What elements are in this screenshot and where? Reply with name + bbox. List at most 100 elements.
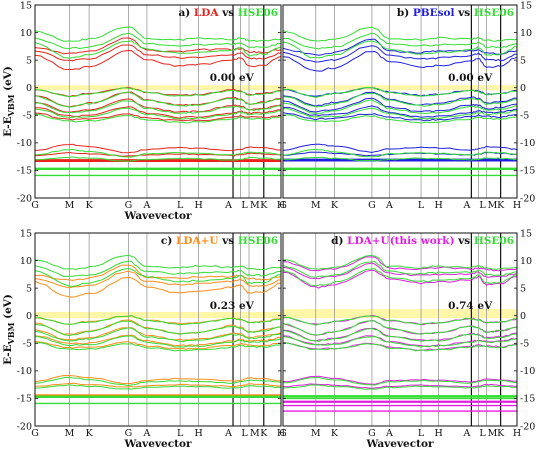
panel-title: c) LDA+U vs HSE06 [161,235,278,247]
valence-band [283,107,517,120]
valence-band [35,106,281,119]
conduction-band [283,262,517,280]
valence-band [283,87,517,98]
panel-title: d) LDA+U(this work) vs HSE06 [331,235,514,247]
valence-band [283,315,517,326]
y-tick-label: 10 [20,256,32,267]
k-point-label: H [277,200,285,211]
k-point-label: A [224,200,232,211]
k-point-label: A [385,428,393,439]
y-tick-label: 15 [20,228,32,239]
y-axis-label: E-EVBM (eV) [2,66,16,137]
k-point-label: L [241,428,248,439]
k-point-label: M [250,428,260,439]
valence-band [283,327,517,343]
conduction-band [35,37,281,55]
k-point-label: A [462,428,470,439]
band-gap-highlight [35,85,281,91]
k-point-label: L [479,200,486,211]
k-point-label: L [177,200,184,211]
k-point-label: H [513,200,521,211]
y-tick-label: 5 [26,283,32,294]
semicore-band [283,375,517,385]
k-point-label: H [513,428,521,439]
conduction-band [283,26,517,43]
series-hse06 [283,254,517,400]
k-point-label: G [31,428,39,439]
y-tick-label: 5 [520,283,526,294]
y-tick-label: 5 [26,55,32,66]
k-point-label: L [479,428,486,439]
k-point-label: G [279,200,287,211]
k-point-label: A [142,428,150,439]
k-point-label: H [194,200,202,211]
conduction-band [35,276,281,298]
valence-band [35,112,281,122]
k-point-label: M [311,200,321,211]
conduction-band [283,40,517,59]
semicore-band [283,148,517,158]
k-point-label: K [331,428,339,439]
panel-title: b) PBEsol vs HSE06 [397,7,514,19]
k-point-label: K [260,200,268,211]
x-axis-label: Wavevector [123,210,191,222]
valence-band [283,112,517,122]
conduction-band [35,40,281,59]
valence-band [35,113,281,124]
k-point-label: H [194,428,202,439]
k-point-label: A [224,428,232,439]
valence-band [283,91,517,107]
valence-band [283,342,517,352]
plot-frame [34,232,282,427]
plot-frame [282,4,518,199]
x-axis-label: Wavevector [365,438,433,450]
series-lda [35,37,281,163]
valence-band [283,327,517,342]
y-tick-label: -15 [520,166,535,177]
valence-band [35,335,281,348]
y-tick-label: -20 [520,193,535,204]
conduction-band [35,44,281,62]
valence-band [283,319,517,336]
semicore-band [35,384,281,390]
y-tick-label: 5 [520,55,526,66]
valence-band [283,97,517,113]
k-point-label: K [260,428,268,439]
valence-band [283,99,517,115]
semicore-band [283,384,517,390]
band-gap-label: 0.00 eV [210,72,255,84]
y-tick-label: 10 [20,28,32,39]
conduction-band [283,261,517,278]
y-tick-label: -5 [23,111,32,122]
y-tick-label: 0 [26,311,32,322]
series-hse06 [35,254,281,405]
valence-band [35,327,281,343]
semicore-band [35,374,281,385]
y-tick-label: -15 [17,166,32,177]
y-tick-label: 0 [520,83,526,94]
k-point-label: G [31,200,39,211]
semicore-band [283,156,517,162]
k-point-label: K [86,200,94,211]
k-point-label: M [65,428,75,439]
series-lda-u-this-work- [283,256,517,412]
k-point-label: G [125,200,133,211]
valence-band [35,334,281,347]
valence-band [35,91,281,108]
k-point-label: G [368,428,376,439]
y-tick-label: 15 [520,0,532,11]
valence-band [35,320,281,337]
k-point-label: M [250,200,260,211]
series-hse06 [35,26,281,177]
valence-band [35,314,281,326]
valence-band [283,336,517,348]
y-tick-label: 15 [520,228,532,239]
conduction-band [35,49,281,70]
k-point-label: K [497,428,505,439]
y-tick-label: -5 [520,111,529,122]
conduction-band [283,268,517,287]
y-tick-label: 10 [520,28,532,39]
band-gap-highlight [283,309,517,319]
k-point-label: G [125,428,133,439]
